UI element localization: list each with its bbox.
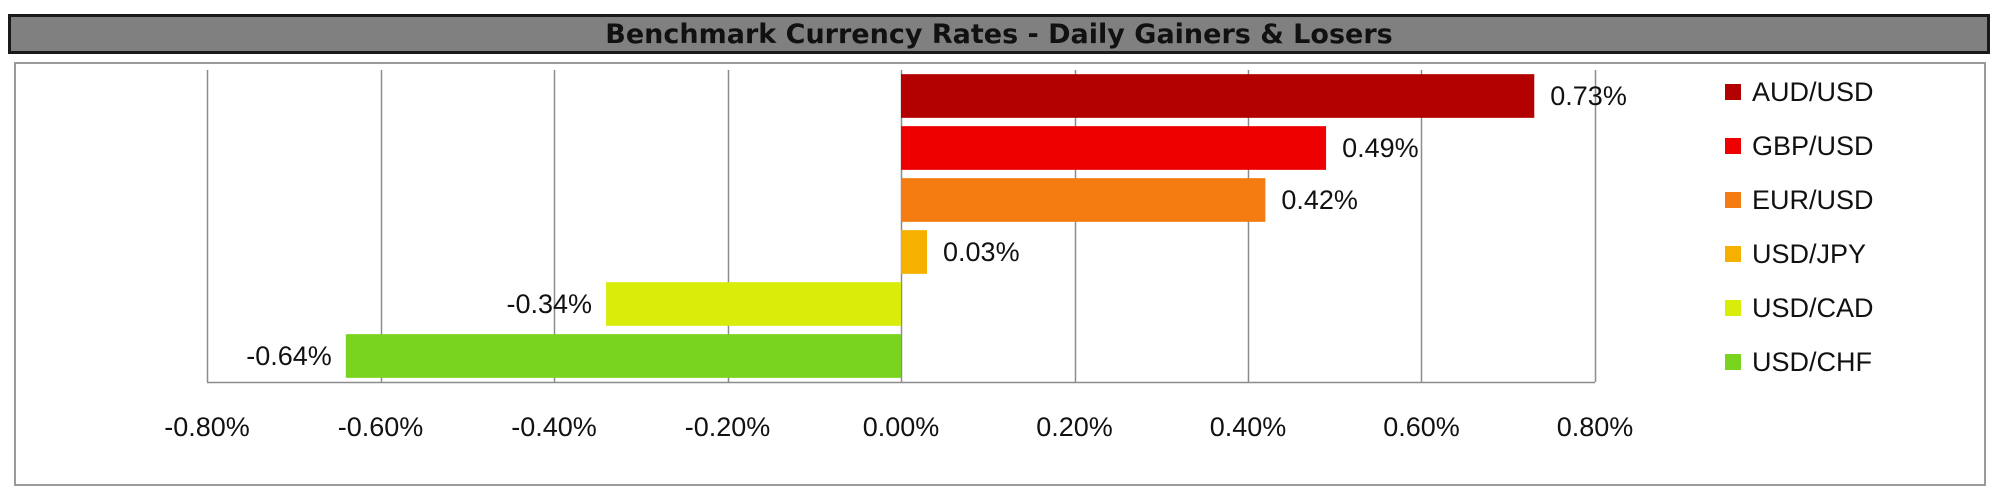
- x-tick-label: 0.40%: [1210, 412, 1287, 442]
- data-label: 0.73%: [1550, 81, 1627, 111]
- x-tick-label: -0.80%: [164, 412, 250, 442]
- x-tick-label: -0.60%: [338, 412, 424, 442]
- data-label: 0.03%: [943, 237, 1020, 267]
- data-label: -0.34%: [506, 289, 592, 319]
- legend-swatch: [1725, 354, 1741, 370]
- legend-label: AUD/USD: [1752, 77, 1874, 107]
- bar-usd-chf: [345, 334, 901, 378]
- chart-title: Benchmark Currency Rates - Daily Gainers…: [605, 18, 1393, 50]
- legend-label: GBP/USD: [1752, 131, 1874, 161]
- data-labels: 0.73% 0.49% 0.42% 0.03% -0.34% -0.64%: [246, 81, 1627, 371]
- data-label: -0.64%: [246, 341, 332, 371]
- legend-swatch: [1725, 192, 1741, 208]
- grid-lines: [206, 70, 1597, 384]
- legend-swatch: [1725, 138, 1741, 154]
- legend-swatch: [1725, 246, 1741, 262]
- legend: AUD/USD GBP/USD EUR/USD USD/JPY USD/CAD USD/C…: [1725, 77, 1874, 377]
- x-tick-label: 0.80%: [1557, 412, 1634, 442]
- legend-label: USD/JPY: [1752, 239, 1866, 269]
- bar-aud-usd: [901, 74, 1535, 118]
- chart-title-bar: Benchmark Currency Rates - Daily Gainers…: [8, 14, 1990, 54]
- data-label: 0.42%: [1281, 185, 1358, 215]
- bars: [345, 74, 1535, 378]
- data-label: 0.49%: [1342, 133, 1419, 163]
- legend-swatch: [1725, 300, 1741, 316]
- x-tick-label: -0.20%: [685, 412, 771, 442]
- legend-label: EUR/USD: [1752, 185, 1874, 215]
- x-tick-label: 0.60%: [1383, 412, 1460, 442]
- x-tick-label: 0.00%: [863, 412, 940, 442]
- bar-gbp-usd: [901, 126, 1327, 170]
- x-tick-label: 0.20%: [1036, 412, 1113, 442]
- bar-usd-jpy: [901, 230, 928, 274]
- x-axis-tick-labels: -0.80% -0.60% -0.40% -0.20% 0.00% 0.20% 0.40% 0…: [164, 412, 1633, 442]
- legend-swatch: [1725, 84, 1741, 100]
- legend-label: USD/CAD: [1752, 293, 1874, 323]
- bar-eur-usd: [901, 178, 1266, 222]
- bar-usd-cad: [606, 282, 901, 326]
- x-tick-label: -0.40%: [511, 412, 597, 442]
- legend-label: USD/CHF: [1752, 347, 1872, 377]
